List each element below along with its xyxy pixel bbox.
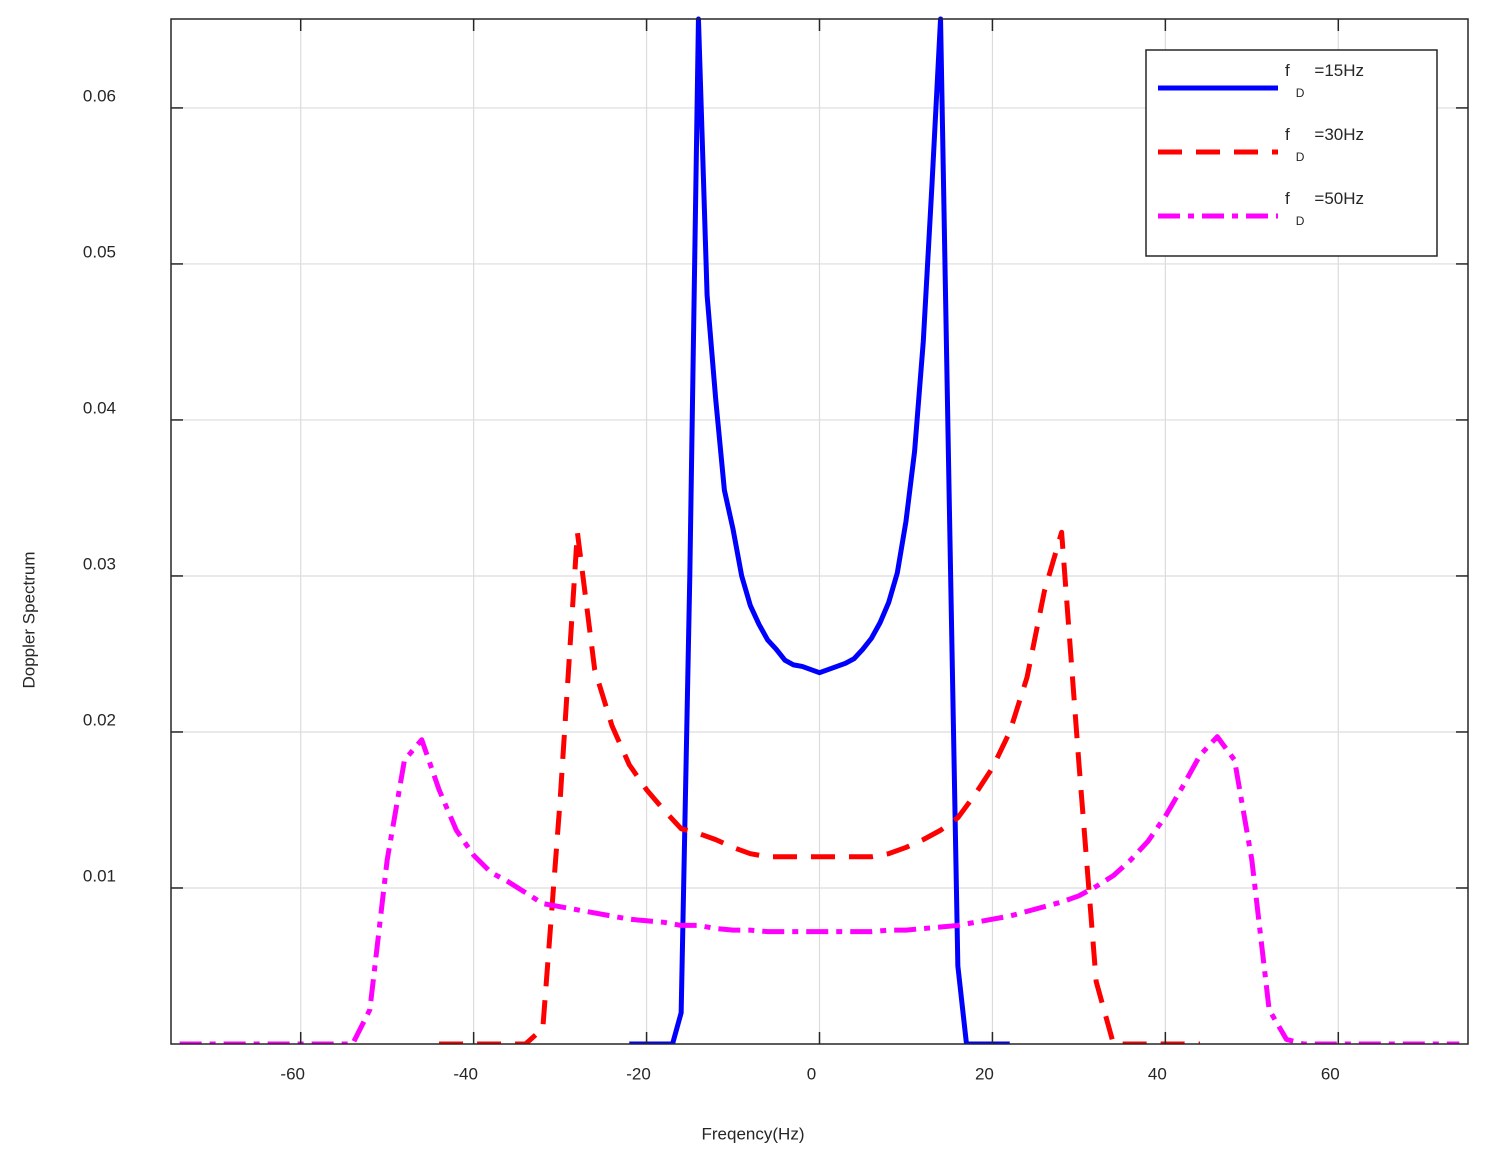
y-axis-label: Doppler Spectrum bbox=[19, 551, 38, 688]
series-line bbox=[439, 529, 1200, 1044]
legend-label: fD=50Hz bbox=[1285, 189, 1364, 228]
y-tick-label: 0.06 bbox=[83, 86, 116, 105]
series-line bbox=[179, 734, 1460, 1044]
legend-label: fD=15Hz bbox=[1285, 61, 1364, 100]
x-tick-label: 0 bbox=[807, 1064, 816, 1083]
y-tick-label: 0.05 bbox=[83, 242, 116, 261]
x-tick-label: 60 bbox=[1321, 1064, 1340, 1083]
legend-box bbox=[1145, 49, 1438, 257]
grid bbox=[171, 19, 1468, 1044]
x-tick-label: -40 bbox=[453, 1064, 478, 1083]
series-line bbox=[629, 16, 1010, 1044]
legend: fD=15Hz fD=30Hz fD=50Hz bbox=[1145, 49, 1438, 257]
legend-label: fD=30Hz bbox=[1285, 125, 1364, 164]
x-tick-label: -20 bbox=[626, 1064, 651, 1083]
y-tick-label: 0.04 bbox=[83, 398, 116, 417]
plot-area bbox=[179, 16, 1460, 1044]
x-axis-label: Freqency(Hz) bbox=[702, 1124, 805, 1143]
y-tick-label: 0.01 bbox=[83, 866, 116, 885]
x-tick-label: 40 bbox=[1148, 1064, 1167, 1083]
y-tick-label: 0.03 bbox=[83, 554, 116, 573]
ticks: -60 -40 -20 0 20 40 60 0.01 0.02 0.03 0.04 0.05 0.06 bbox=[83, 19, 1468, 1083]
x-tick-label: 20 bbox=[975, 1064, 994, 1083]
x-tick-label: -60 bbox=[280, 1064, 305, 1083]
y-tick-label: 0.02 bbox=[83, 710, 116, 729]
